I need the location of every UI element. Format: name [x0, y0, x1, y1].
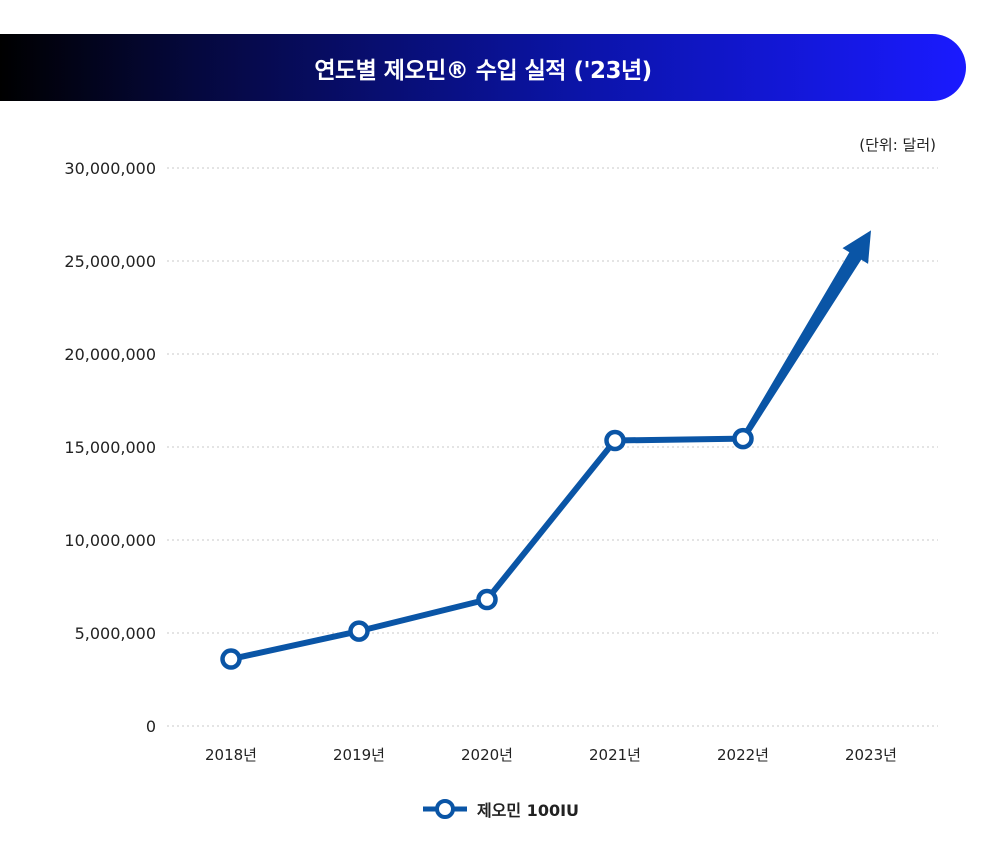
- legend-series-label: 제오민 100IU: [476, 801, 580, 820]
- y-tick-label: 30,000,000: [64, 159, 156, 178]
- x-tick-label: 2023년: [845, 746, 897, 764]
- x-tick-label: 2019년: [333, 746, 385, 764]
- y-tick-label: 10,000,000: [64, 531, 156, 550]
- x-tick-label: 2020년: [461, 746, 513, 764]
- unit-label: (단위: 달러): [859, 136, 936, 154]
- data-point: [476, 588, 498, 611]
- title-banner: 연도별 제오민® 수입 실적 ('23년): [0, 34, 966, 101]
- y-tick-label: 15,000,000: [64, 438, 156, 457]
- data-point: [348, 620, 370, 642]
- legend-line-marker-icon: [422, 799, 467, 819]
- trend-arrow: [740, 230, 871, 441]
- series-line: [230, 435, 744, 662]
- data-point: [604, 429, 626, 452]
- legend: 제오민 100IU: [0, 792, 1000, 826]
- y-tick-label: 20,000,000: [64, 345, 156, 364]
- y-tick-label: 5,000,000: [75, 624, 156, 643]
- x-tick-label: 2021년: [589, 746, 641, 764]
- data-point: [220, 648, 242, 670]
- x-tick-label: 2022년: [717, 746, 769, 764]
- data-point: [732, 427, 754, 450]
- chart-title: 연도별 제오민® 수입 실적 ('23년): [314, 57, 652, 84]
- x-tick-label: 2018년: [205, 746, 257, 764]
- y-tick-label: 25,000,000: [64, 252, 156, 271]
- y-tick-label: 0: [146, 717, 156, 736]
